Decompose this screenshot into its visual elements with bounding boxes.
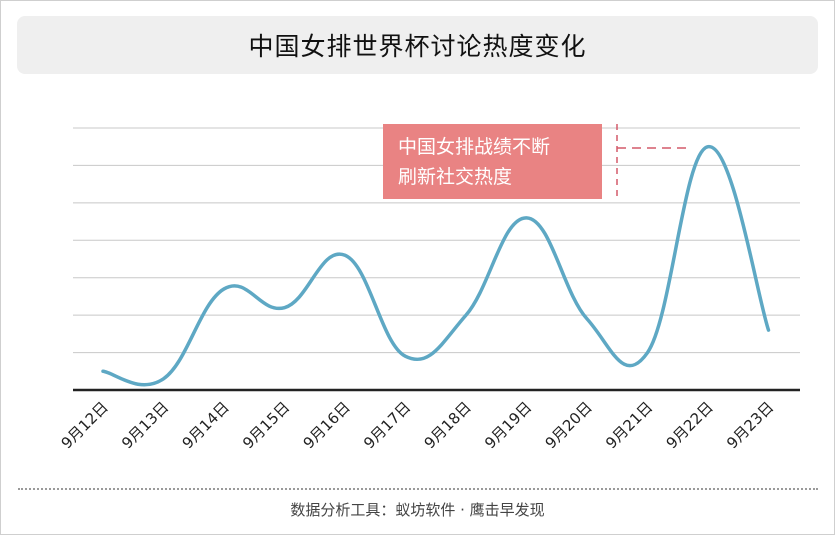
- source-text: 数据分析工具：蚁坊软件 · 鹰击早发现: [290, 501, 545, 519]
- x-tick-label: 9月19日: [481, 398, 535, 452]
- title-bar: 中国女排世界杯讨论热度变化: [17, 16, 818, 74]
- x-tick-label: 9月16日: [300, 398, 354, 452]
- footer-divider: [18, 488, 818, 490]
- annotation-box: [383, 124, 602, 199]
- annotation-line-1: 中国女排战绩不断: [398, 136, 550, 158]
- series-line: [101, 144, 771, 387]
- x-tick-label: 9月22日: [663, 398, 717, 452]
- x-tick-label: 9月13日: [118, 398, 172, 452]
- x-tick-label: 9月21日: [602, 398, 656, 452]
- x-tick-label: 9月20日: [542, 398, 596, 452]
- x-tick-label: 9月17日: [360, 398, 414, 452]
- x-tick-label: 9月15日: [239, 398, 293, 452]
- x-tick-label: 9月14日: [179, 398, 233, 452]
- x-tick-label: 9月12日: [58, 398, 112, 452]
- x-tick-label: 9月23日: [723, 398, 777, 452]
- x-tick-label: 9月18日: [421, 398, 475, 452]
- annotation-line-2: 刷新社交热度: [398, 166, 512, 188]
- chart-title: 中国女排世界杯讨论热度变化: [248, 32, 587, 61]
